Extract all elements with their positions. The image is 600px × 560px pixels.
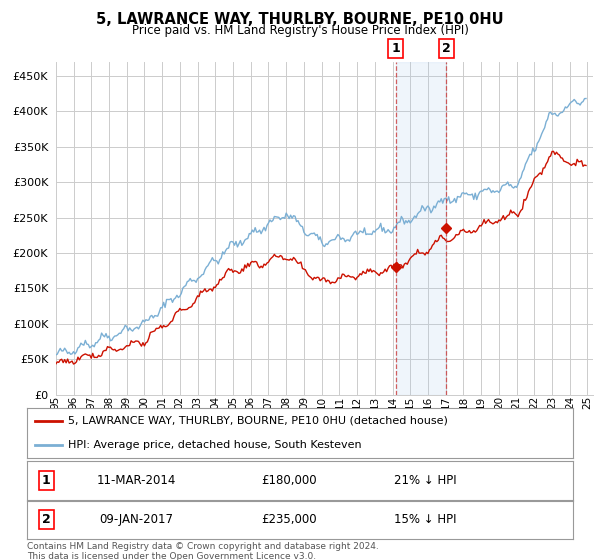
Bar (396, 62, 446, 395)
Text: HPI: Average price, detached house, South Kesteven: HPI: Average price, detached house, Sout… (68, 440, 362, 450)
Text: 5, LAWRANCE WAY, THURLBY, BOURNE, PE10 0HU: 5, LAWRANCE WAY, THURLBY, BOURNE, PE10 0… (96, 12, 504, 27)
Text: 1: 1 (42, 474, 50, 487)
Text: 5, LAWRANCE WAY, THURLBY, BOURNE, PE10 0HU (detached house): 5, LAWRANCE WAY, THURLBY, BOURNE, PE10 0… (68, 416, 448, 426)
Text: 2: 2 (442, 42, 451, 55)
Text: 1: 1 (392, 42, 400, 55)
Text: 15% ↓ HPI: 15% ↓ HPI (394, 513, 457, 526)
Text: Contains HM Land Registry data © Crown copyright and database right 2024.
This d: Contains HM Land Registry data © Crown c… (27, 542, 379, 560)
Text: £235,000: £235,000 (261, 513, 317, 526)
Text: 11-MAR-2014: 11-MAR-2014 (97, 474, 176, 487)
Text: £180,000: £180,000 (261, 474, 317, 487)
Text: Price paid vs. HM Land Registry's House Price Index (HPI): Price paid vs. HM Land Registry's House … (131, 24, 469, 36)
Text: 21% ↓ HPI: 21% ↓ HPI (394, 474, 457, 487)
Text: 09-JAN-2017: 09-JAN-2017 (99, 513, 173, 526)
Text: 2: 2 (42, 513, 50, 526)
